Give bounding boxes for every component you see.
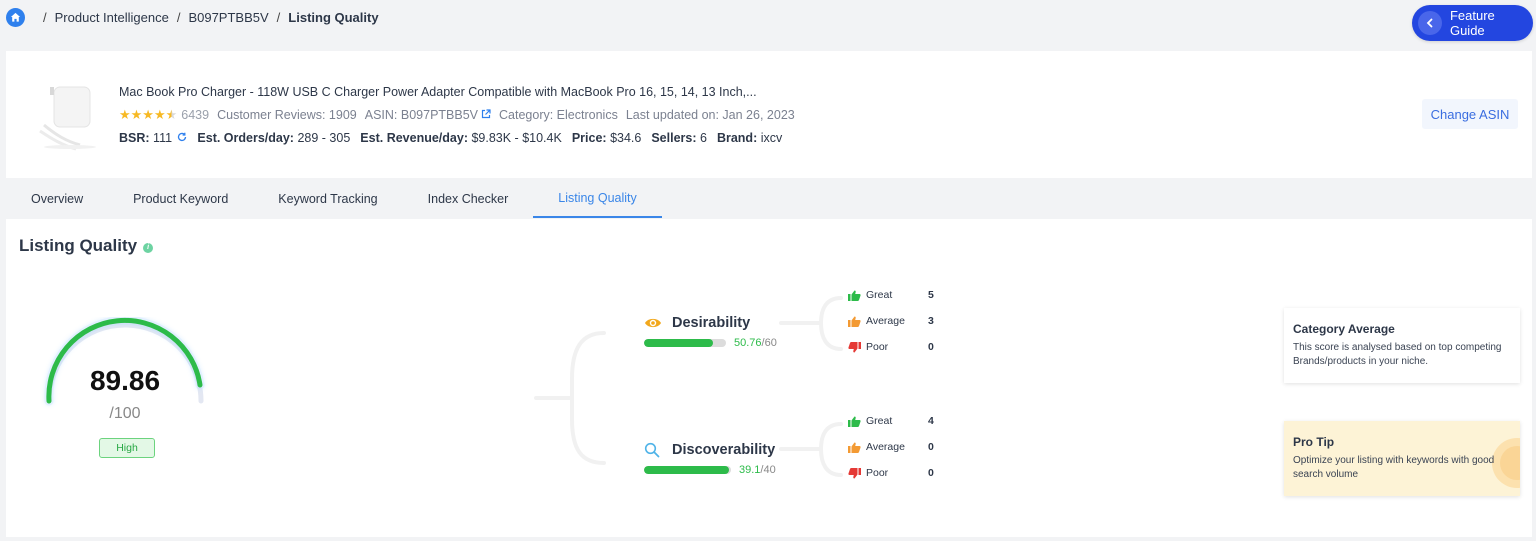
eye-icon xyxy=(644,317,664,329)
thumbs-up-icon xyxy=(848,290,862,301)
feature-guide-label: Feature Guide xyxy=(1449,8,1495,38)
thumbs-down-icon xyxy=(848,467,862,479)
pro-tip-title: Pro Tip xyxy=(1293,435,1335,449)
tab-index-checker[interactable]: Index Checker xyxy=(427,192,509,206)
breadcrumb-separator: / xyxy=(43,9,47,25)
chevron-left-icon xyxy=(1418,11,1442,35)
product-meta: ★★★★★ 6439 Customer Reviews: 1909 ASIN: … xyxy=(119,107,803,123)
score-gauge: 89.86 /100 High xyxy=(40,317,210,467)
stat-bsr: BSR: 111 xyxy=(119,131,187,145)
refresh-icon[interactable] xyxy=(174,131,187,145)
score-rating-badge: High xyxy=(99,438,155,458)
breakdown-row-great: Great 4 xyxy=(848,408,934,434)
breakdown-row-average: Average 0 xyxy=(848,434,934,460)
stat-price: Price: $34.6 xyxy=(571,131,642,145)
feature-guide-button[interactable]: Feature Guide xyxy=(1412,5,1533,41)
metric-discoverability: Discoverability 39.1/40 xyxy=(644,442,776,476)
rating-count: 6439 xyxy=(181,108,210,122)
asin: ASIN: B097PTBB5V xyxy=(365,108,491,122)
discoverability-breakdown: Great 4 Average 0 Poor 0 xyxy=(848,408,934,486)
pro-tip-body: Optimize your listing with keywords with… xyxy=(1293,455,1495,480)
product-title: Mac Book Pro Charger - 118W USB C Charge… xyxy=(119,85,757,99)
thumbs-up-icon xyxy=(848,416,862,427)
discoverability-progress-bar xyxy=(644,466,731,474)
section-title: Listing Quality i xyxy=(19,236,154,256)
category-average-card: Category Average This score is analysed … xyxy=(1284,308,1520,383)
pro-tip-card: Pro Tip Optimize your listing with keywo… xyxy=(1284,421,1520,496)
category: Category: Electronics xyxy=(499,108,618,122)
desirability-score: 50.76/60 xyxy=(734,337,777,349)
product-image xyxy=(36,81,104,151)
last-updated: Last updated on: Jan 26, 2023 xyxy=(625,108,795,122)
external-link-icon[interactable] xyxy=(481,109,491,122)
metric-name: Discoverability xyxy=(672,442,776,458)
breadcrumb-separator: / xyxy=(176,9,181,25)
tab-product-keyword[interactable]: Product Keyword xyxy=(133,192,229,206)
product-stats: BSR: 111 Est. Orders/day: 289 - 305 Est.… xyxy=(119,131,792,145)
tab-overview[interactable]: Overview xyxy=(31,192,84,206)
metric-name: Desirability xyxy=(672,315,751,331)
product-card: Mac Book Pro Charger - 118W USB C Charge… xyxy=(6,51,1532,178)
star-rating-icon: ★★★★★ xyxy=(119,107,178,122)
breadcrumb-current: Listing Quality xyxy=(288,9,379,25)
decorative-circle xyxy=(1500,446,1520,480)
overall-score: 89.86 xyxy=(89,365,161,396)
overall-score-max: /100 xyxy=(109,405,141,422)
breadcrumb-product-intelligence[interactable]: Product Intelligence xyxy=(54,9,169,25)
desirability-breakdown: Great 5 Average 3 Poor 0 xyxy=(848,282,934,360)
category-average-body: This score is analysed based on top comp… xyxy=(1293,342,1502,367)
breadcrumb-separator: / xyxy=(276,9,281,25)
breadcrumb: / Product Intelligence / B097PTBB5V / Li… xyxy=(6,7,379,27)
category-average-title: Category Average xyxy=(1293,322,1395,336)
thumbs-down-icon xyxy=(848,341,862,353)
listing-quality-panel: Listing Quality i 89.86 /100 xyxy=(6,219,1532,537)
info-icon[interactable]: i xyxy=(143,242,154,253)
thumbs-up-icon xyxy=(848,442,862,453)
desirability-progress-bar xyxy=(644,339,726,347)
search-icon xyxy=(644,442,664,458)
stat-orders: Est. Orders/day: 289 - 305 xyxy=(197,131,351,145)
home-icon[interactable] xyxy=(6,7,25,27)
change-asin-button[interactable]: Change ASIN xyxy=(1422,99,1518,129)
breadcrumb-asin[interactable]: B097PTBB5V xyxy=(188,9,269,25)
breakdown-row-average: Average 3 xyxy=(848,308,934,334)
stat-sellers: Sellers: 6 xyxy=(651,131,707,145)
tab-keyword-tracking[interactable]: Keyword Tracking xyxy=(278,192,378,206)
discoverability-score: 39.1/40 xyxy=(739,464,776,476)
thumbs-up-icon xyxy=(848,316,862,327)
breakdown-row-poor: Poor 0 xyxy=(848,334,934,360)
stat-revenue: Est. Revenue/day: $9.83K - $10.4K xyxy=(360,131,562,145)
metric-desirability: Desirability 50.76/60 xyxy=(644,315,777,349)
breakdown-row-great: Great 5 xyxy=(848,282,934,308)
tab-bar: Overview Product Keyword Keyword Trackin… xyxy=(6,180,662,218)
stat-brand: Brand: ixcv xyxy=(716,131,783,145)
customer-reviews: Customer Reviews: 1909 xyxy=(217,108,357,122)
asin-value: ASIN: B097PTBB5V xyxy=(364,108,479,122)
tab-listing-quality[interactable]: Listing Quality xyxy=(533,180,662,218)
section-title-text: Listing Quality xyxy=(19,236,138,255)
breakdown-row-poor: Poor 0 xyxy=(848,460,934,486)
